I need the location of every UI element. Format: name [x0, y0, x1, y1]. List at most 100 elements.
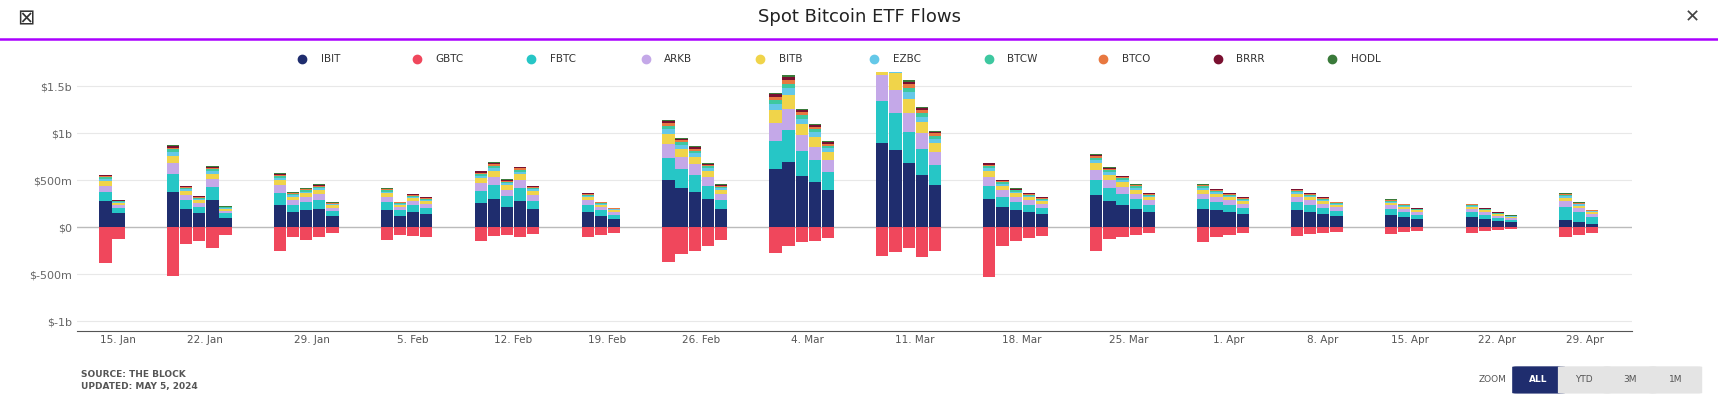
Bar — [1103, 227, 1115, 239]
Bar — [180, 188, 192, 189]
Bar — [715, 190, 727, 194]
Bar — [112, 201, 125, 202]
Bar — [1330, 202, 1343, 203]
Bar — [916, 113, 928, 117]
Bar — [1586, 211, 1598, 212]
Bar — [689, 227, 701, 251]
Text: BRRR: BRRR — [1237, 54, 1264, 64]
Bar — [701, 227, 715, 246]
Bar — [996, 181, 1008, 182]
Bar — [326, 216, 338, 227]
Bar — [715, 209, 727, 227]
Bar — [421, 204, 433, 208]
Bar — [582, 205, 594, 212]
Bar — [715, 186, 727, 187]
Bar — [821, 152, 833, 160]
Bar — [326, 204, 338, 205]
Bar — [1197, 188, 1209, 190]
Bar — [488, 164, 500, 166]
Bar — [1117, 176, 1129, 177]
Bar — [1117, 178, 1129, 180]
Bar — [1385, 203, 1397, 205]
Bar — [701, 168, 715, 171]
Bar — [1290, 194, 1304, 197]
Bar — [313, 184, 325, 185]
Bar — [100, 177, 112, 179]
Bar — [301, 197, 313, 202]
Bar — [1197, 186, 1209, 188]
Bar — [220, 227, 232, 235]
Bar — [715, 185, 727, 186]
Text: BTCO: BTCO — [1122, 54, 1151, 64]
Bar — [1130, 184, 1142, 185]
Bar — [393, 203, 405, 204]
Bar — [1330, 207, 1343, 211]
Bar — [1091, 160, 1103, 163]
Bar — [1036, 214, 1048, 227]
Bar — [527, 227, 539, 234]
Bar — [1091, 155, 1103, 156]
FancyBboxPatch shape — [1558, 367, 1611, 394]
Bar — [100, 201, 112, 227]
Bar — [608, 211, 620, 212]
Bar — [1398, 212, 1410, 217]
Bar — [821, 148, 833, 152]
Bar — [502, 185, 514, 190]
Bar — [1142, 205, 1154, 212]
Bar — [1091, 195, 1103, 227]
Bar — [663, 122, 675, 124]
Bar — [1036, 197, 1048, 198]
Bar — [474, 191, 486, 203]
Bar — [1036, 198, 1048, 200]
Bar — [795, 109, 807, 110]
FancyBboxPatch shape — [1649, 367, 1703, 394]
Bar — [301, 202, 313, 211]
Bar — [1410, 227, 1423, 231]
Bar — [675, 169, 687, 188]
Bar — [1318, 198, 1330, 200]
Bar — [1385, 227, 1397, 234]
Bar — [594, 202, 606, 203]
Bar — [273, 174, 287, 176]
Bar — [770, 100, 782, 104]
Bar — [1479, 215, 1491, 219]
Bar — [701, 171, 715, 177]
Bar — [770, 141, 782, 169]
Bar — [675, 139, 687, 140]
Bar — [1010, 197, 1022, 202]
Bar — [582, 212, 594, 227]
Bar — [795, 112, 807, 115]
Bar — [715, 200, 727, 209]
Bar — [313, 209, 325, 227]
Bar — [715, 187, 727, 188]
Bar — [1505, 217, 1517, 218]
Bar — [206, 167, 218, 168]
Bar — [675, 188, 687, 227]
Bar — [809, 147, 821, 160]
Bar — [902, 80, 914, 82]
Bar — [916, 110, 928, 113]
Bar — [273, 178, 287, 180]
Bar — [1586, 212, 1598, 214]
Bar — [1410, 211, 1423, 212]
Bar — [663, 227, 675, 262]
Bar — [474, 203, 486, 227]
Bar — [180, 209, 192, 227]
Bar — [876, 31, 888, 34]
Bar — [1330, 216, 1343, 227]
Bar — [220, 213, 232, 218]
Bar — [996, 182, 1008, 184]
Bar — [795, 124, 807, 135]
Bar — [582, 193, 594, 194]
Bar — [527, 200, 539, 209]
Bar — [663, 129, 675, 134]
Bar — [594, 227, 606, 235]
Bar — [929, 185, 941, 227]
Bar — [488, 170, 500, 176]
Bar — [514, 188, 526, 201]
Bar — [1091, 156, 1103, 158]
Bar — [809, 124, 821, 125]
Bar — [1290, 211, 1304, 227]
Bar — [876, 48, 888, 57]
Bar — [1103, 167, 1115, 168]
